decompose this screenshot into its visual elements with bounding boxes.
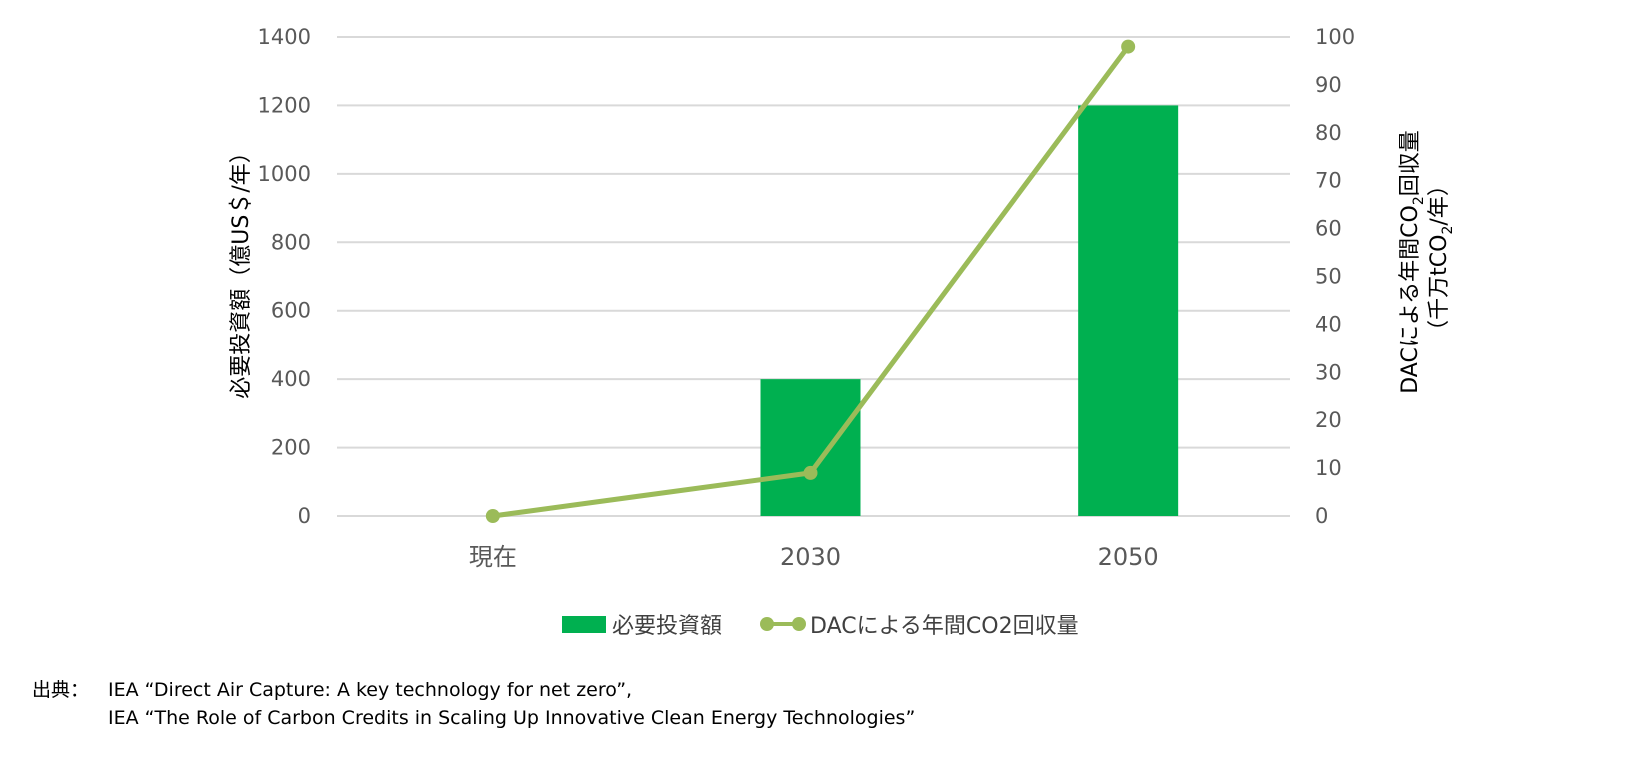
right-title-1-pre: DACによる年間CO (1398, 205, 1423, 394)
right-title-2-pre: （千万tCO (1427, 235, 1452, 342)
x-tick-label: 現在 (469, 543, 517, 571)
line-marker (485, 509, 500, 523)
legend-item-bar: 必要投資額 (562, 608, 722, 640)
legend-line-segment (766, 622, 801, 626)
right-title-2-sub: 2 (1440, 226, 1456, 235)
legend-bar-swatch (562, 615, 606, 633)
left-axis-ticks: 0 200 400 600 800 1000 1200 1400 (258, 25, 311, 528)
line-marker (1121, 39, 1136, 54)
legend-line-label: DACによる年間CO2回収量 (810, 614, 1079, 639)
legend-bar-label: 必要投資額 (612, 614, 723, 639)
right-tick-label: 10 (1315, 456, 1342, 480)
legend-line-swatch (760, 615, 807, 633)
right-tick-label: 0 (1315, 504, 1328, 528)
right-title-1-sub: 2 (1411, 196, 1427, 205)
line-marker (803, 465, 818, 480)
x-axis-ticks: 現在 2030 2050 (469, 543, 1159, 571)
right-tick-label: 40 (1315, 312, 1342, 336)
right-tick-label: 60 (1315, 217, 1342, 241)
right-tick-label: 50 (1315, 265, 1342, 289)
left-tick-label: 200 (271, 436, 311, 460)
source-line-2: IEA “The Role of Carbon Credits in Scali… (108, 707, 916, 729)
source-label: 出典： (32, 679, 90, 701)
bar (760, 379, 861, 516)
right-axis-title-line2: （千万tCO2/年） (1427, 174, 1456, 342)
bar-series (760, 105, 1179, 516)
left-tick-label: 1400 (258, 25, 311, 49)
legend-line-marker (760, 617, 775, 631)
bar (1078, 105, 1179, 516)
x-tick-label: 2030 (780, 543, 841, 571)
right-tick-label: 70 (1315, 169, 1342, 193)
source-line-1: IEA “Direct Air Capture: A key technolog… (108, 679, 633, 701)
left-tick-label: 800 (271, 230, 311, 254)
right-title-2-post: /年） (1427, 174, 1452, 225)
right-tick-label: 90 (1315, 73, 1342, 97)
right-tick-label: 80 (1315, 121, 1342, 145)
left-tick-label: 600 (271, 299, 311, 323)
legend: 必要投資額 DACによる年間CO2回収量 (562, 608, 1117, 640)
line-series (485, 39, 1136, 523)
left-tick-label: 1200 (258, 93, 311, 117)
legend-line-marker (792, 617, 807, 631)
right-tick-label: 20 (1315, 408, 1342, 432)
right-axis-ticks: 0 10 20 30 40 50 60 70 80 90 100 (1315, 25, 1355, 528)
right-tick-label: 30 (1315, 360, 1342, 384)
right-tick-label: 100 (1315, 25, 1355, 49)
right-title-1-post: 回収量 (1398, 130, 1423, 196)
legend-item-line: DACによる年間CO2回収量 (760, 608, 1079, 640)
right-axis-title-line1: DACによる年間CO2回収量 (1398, 130, 1427, 394)
x-tick-label: 2050 (1098, 543, 1159, 571)
left-axis-title: 必要投資額（億US＄/年） (229, 141, 254, 398)
left-tick-label: 400 (271, 367, 311, 391)
source-note: 出典： IEA “Direct Air Capture: A key techn… (32, 676, 915, 732)
left-tick-label: 1000 (258, 162, 311, 186)
left-tick-label: 0 (298, 504, 311, 528)
